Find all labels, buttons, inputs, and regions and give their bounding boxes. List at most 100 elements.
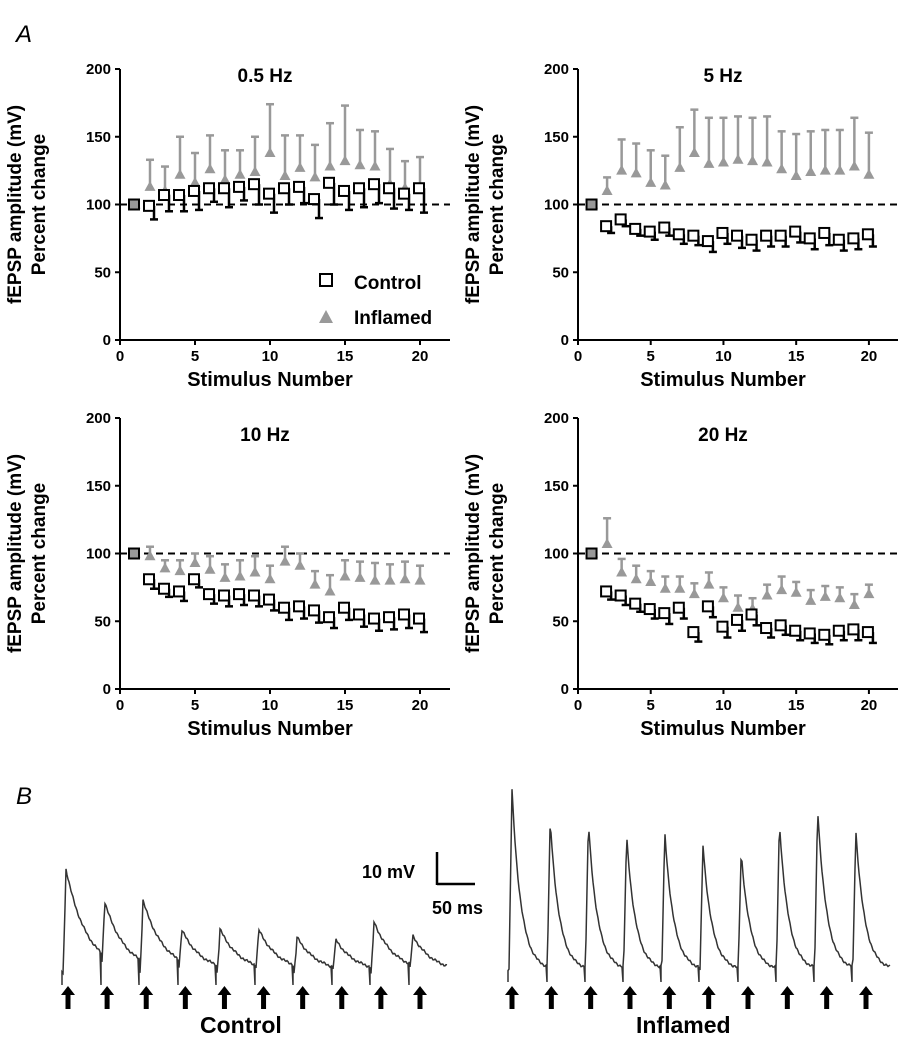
chart-title: 0.5 Hz bbox=[238, 66, 293, 87]
inflamed-point bbox=[747, 155, 759, 166]
inflamed-point bbox=[339, 155, 351, 166]
control-point bbox=[308, 193, 320, 206]
control-point bbox=[278, 182, 290, 195]
inflamed-point bbox=[309, 578, 321, 589]
control-point bbox=[413, 612, 425, 625]
inflamed-point bbox=[204, 563, 216, 574]
y-axis-label: fEPSP amplitude (mV) bbox=[463, 454, 484, 653]
control-stimulus-arrow bbox=[413, 986, 427, 1009]
inflamed-point bbox=[790, 586, 802, 597]
chart-panel-2: 0 50 100 150 200 0 5 10 15 20 Stimulus Number fEPSP… bbox=[5, 410, 450, 740]
inflamed-point bbox=[601, 184, 613, 195]
inflamed-point bbox=[848, 598, 860, 609]
inflamed-point bbox=[834, 592, 846, 603]
control-point bbox=[233, 180, 245, 193]
inflamed-point bbox=[204, 163, 216, 174]
y-tick-label: 100 bbox=[544, 546, 569, 563]
inflamed-point bbox=[324, 160, 336, 171]
control-point bbox=[323, 176, 335, 189]
panel-letter-b: B bbox=[16, 783, 32, 810]
control-point bbox=[143, 573, 155, 586]
inflamed-point bbox=[819, 590, 831, 601]
control-point bbox=[143, 199, 155, 212]
inflamed-point bbox=[279, 555, 291, 566]
inflamed-point bbox=[616, 164, 628, 175]
control-point bbox=[218, 589, 230, 602]
control-point bbox=[745, 233, 758, 246]
inflamed-point bbox=[863, 168, 875, 179]
legend-inflamed-label: Inflamed bbox=[354, 308, 432, 329]
control-point bbox=[128, 547, 140, 560]
x-tick-label: 15 bbox=[788, 348, 805, 365]
inflamed-point bbox=[761, 156, 773, 167]
control-point bbox=[413, 182, 425, 195]
inflamed-point bbox=[144, 550, 156, 561]
control-point bbox=[687, 626, 700, 639]
control-stimulus-arrow bbox=[334, 986, 349, 1009]
x-tick-label: 0 bbox=[116, 697, 124, 714]
inflamed-stimulus-arrow bbox=[505, 986, 519, 1009]
x-tick-label: 5 bbox=[191, 697, 199, 714]
inflamed-point bbox=[144, 180, 156, 191]
inflamed-stimulus-arrow bbox=[662, 986, 677, 1009]
y-tick-label: 50 bbox=[552, 264, 569, 281]
inflamed-point bbox=[189, 556, 201, 567]
control-point bbox=[818, 628, 831, 641]
y-tick-label: 200 bbox=[86, 410, 111, 427]
inflamed-point bbox=[264, 573, 276, 584]
chart-panel-1: 0 50 100 150 200 0 5 10 15 20 Stimulus Number fEPSP… bbox=[463, 61, 898, 391]
y-axis-label: Percent change bbox=[487, 483, 508, 625]
inflamed-point bbox=[249, 165, 261, 176]
control-stimulus-arrow bbox=[256, 986, 271, 1009]
x-tick-label: 10 bbox=[262, 697, 279, 714]
control-point bbox=[803, 627, 816, 640]
inflamed-point bbox=[688, 588, 700, 599]
chart-panel-3: 0 50 100 150 200 0 5 10 15 20 Stimulus Number fEPSP… bbox=[463, 410, 898, 740]
y-tick-label: 200 bbox=[86, 61, 111, 78]
inflamed-point bbox=[189, 176, 201, 187]
inflamed-stimulus-arrow bbox=[623, 986, 637, 1009]
inflamed-point bbox=[234, 168, 246, 179]
inflamed-point bbox=[732, 601, 744, 612]
scale-bar: 10 mV 50 ms bbox=[362, 852, 483, 918]
inflamed-point bbox=[249, 566, 261, 577]
y-tick-label: 100 bbox=[86, 197, 111, 214]
inflamed-stimulus-arrow bbox=[859, 986, 873, 1009]
control-point bbox=[701, 235, 714, 248]
inflamed-point bbox=[717, 156, 729, 167]
control-point bbox=[731, 613, 743, 626]
inflamed-point bbox=[159, 562, 171, 573]
x-tick-label: 0 bbox=[574, 348, 582, 365]
control-point bbox=[293, 180, 305, 193]
legend-control-marker bbox=[319, 273, 333, 287]
control-stimulus-arrow bbox=[61, 986, 75, 1009]
control-point bbox=[173, 585, 185, 598]
y-axis-label: fEPSP amplitude (mV) bbox=[5, 105, 26, 304]
control-point bbox=[203, 588, 215, 601]
inflamed-point bbox=[688, 147, 700, 158]
inflamed-point bbox=[354, 571, 366, 582]
control-stimulus-arrow bbox=[373, 986, 388, 1009]
inflamed-point bbox=[805, 165, 817, 176]
control-point bbox=[789, 624, 802, 637]
inflamed-point bbox=[645, 575, 657, 586]
y-axis-label: fEPSP amplitude (mV) bbox=[463, 105, 484, 304]
x-tick-label: 10 bbox=[715, 697, 732, 714]
control-point bbox=[248, 589, 260, 602]
inflamed-point bbox=[659, 582, 671, 593]
control-point bbox=[128, 198, 140, 211]
control-point bbox=[323, 611, 335, 624]
control-point bbox=[308, 604, 320, 617]
inflamed-point bbox=[732, 153, 744, 164]
control-point bbox=[203, 182, 215, 195]
inflamed-point bbox=[776, 163, 788, 174]
y-tick-label: 0 bbox=[103, 332, 111, 349]
control-point bbox=[398, 608, 410, 621]
control-point bbox=[716, 226, 729, 239]
inflamed-point bbox=[309, 171, 321, 182]
inflamed-point bbox=[703, 157, 715, 168]
control-point bbox=[383, 182, 395, 195]
control-point bbox=[368, 178, 380, 191]
inflamed-point bbox=[354, 159, 366, 170]
